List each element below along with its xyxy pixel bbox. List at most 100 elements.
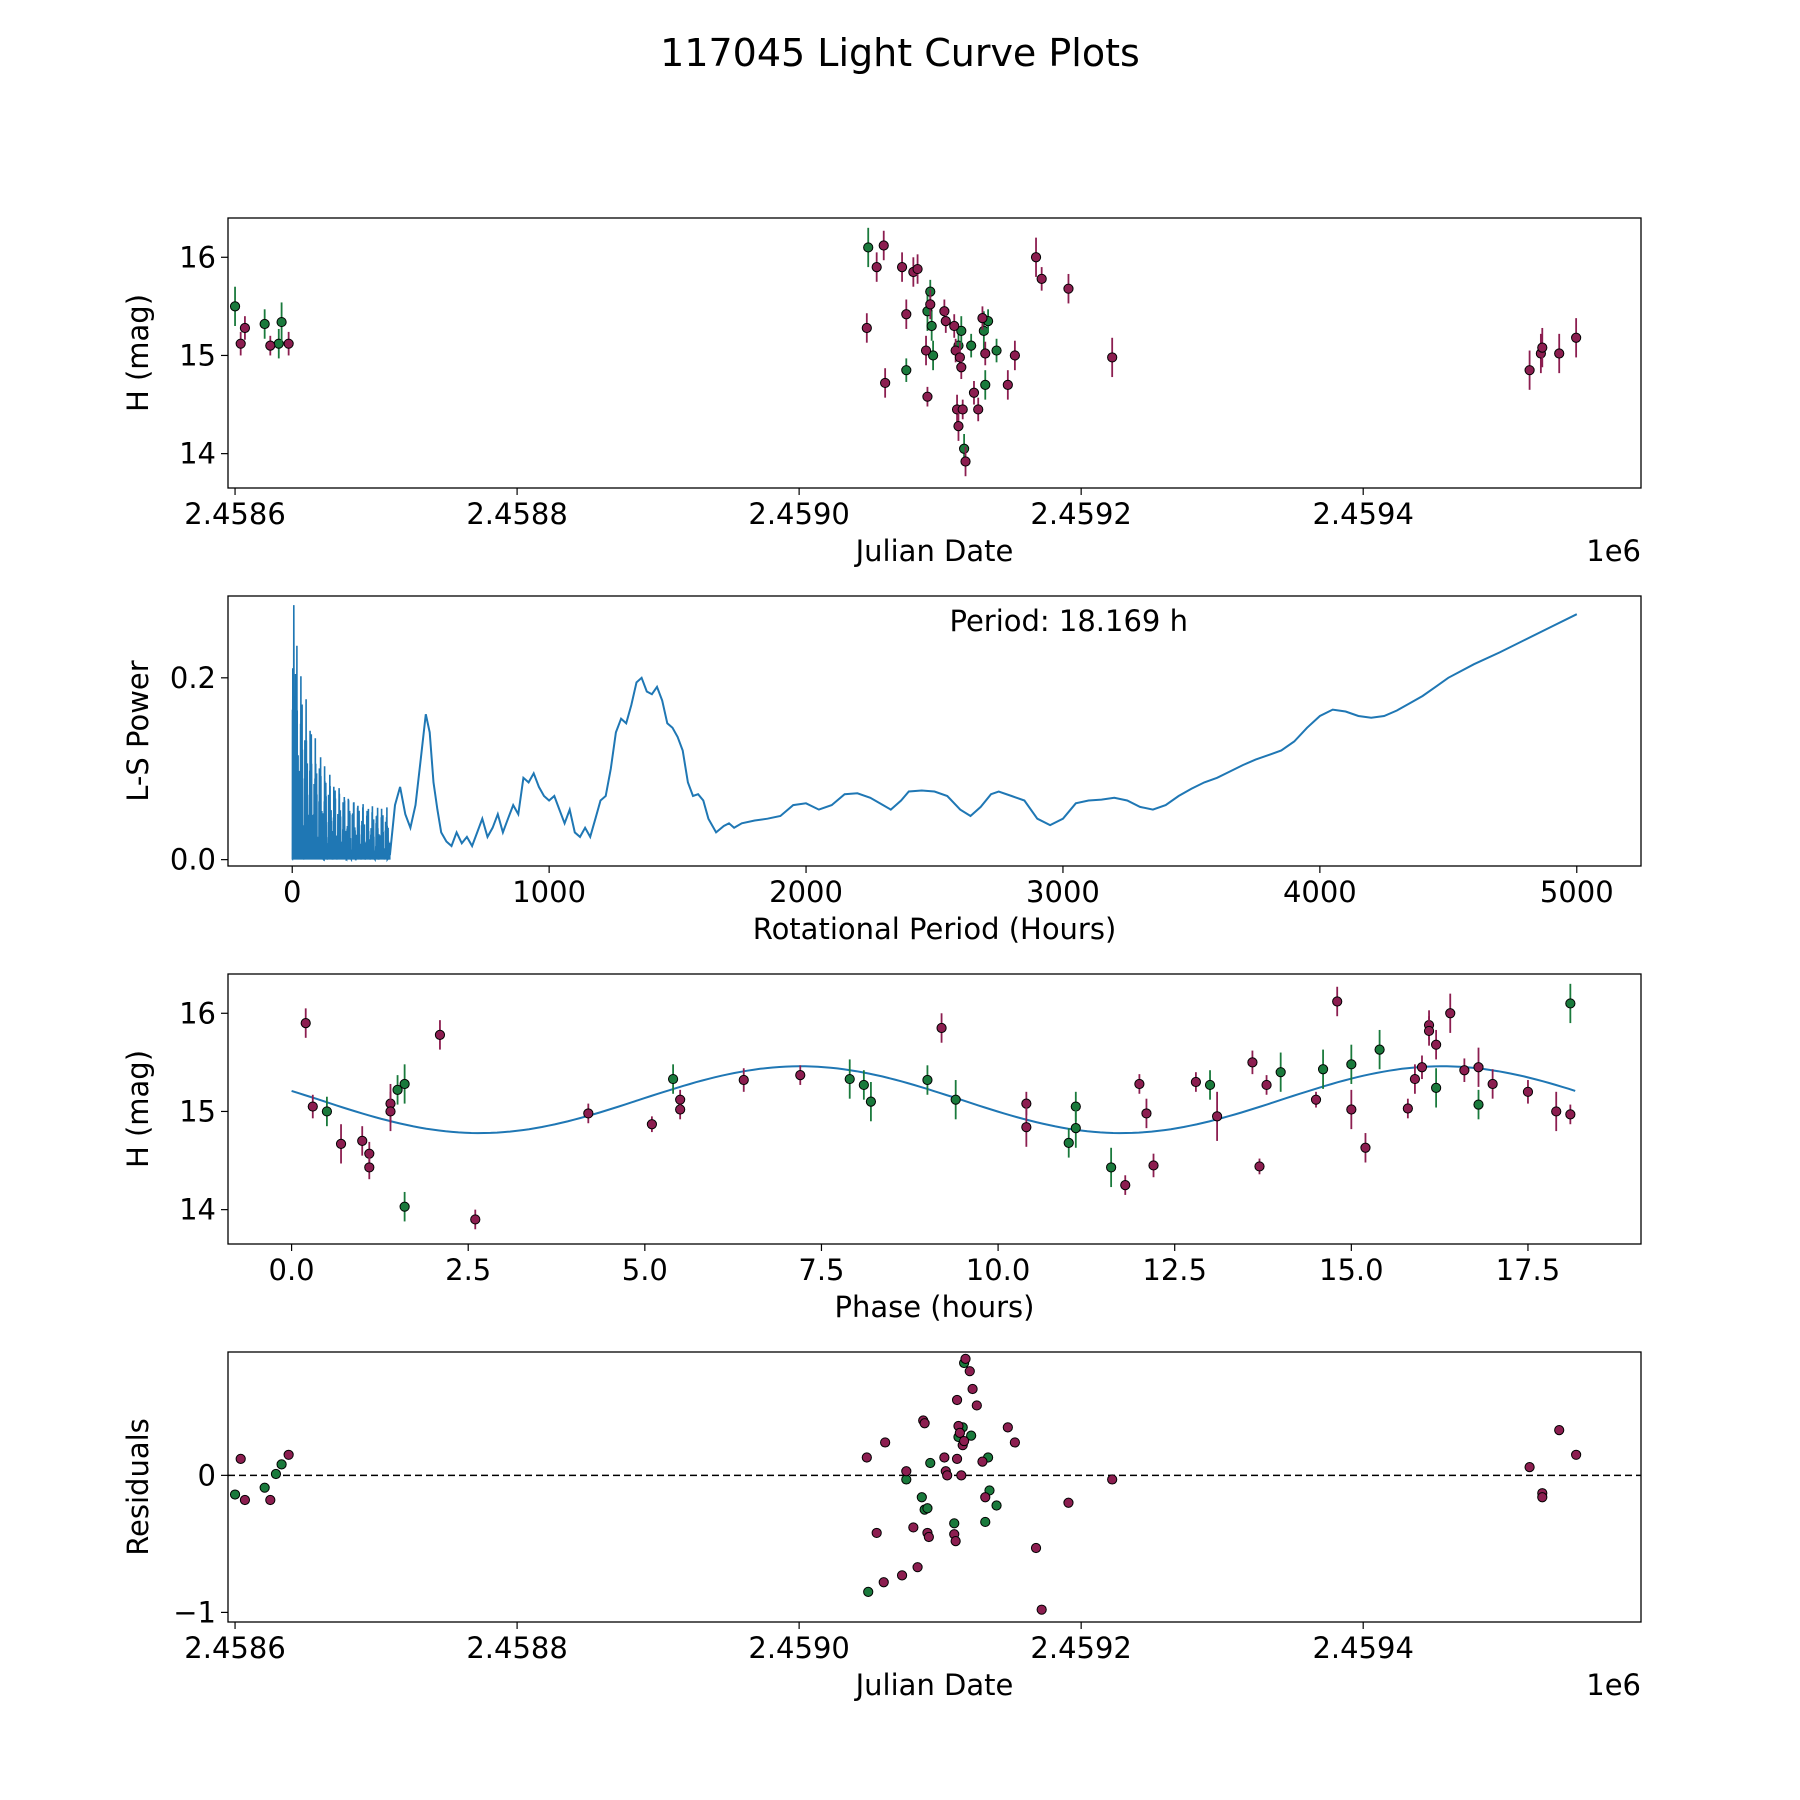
data-point-g <box>863 1586 874 1597</box>
data-point-r <box>960 456 971 467</box>
axes-frame <box>227 1351 1642 1623</box>
y-tick-label: 16 <box>179 240 216 274</box>
data-point-r <box>861 1452 872 1463</box>
data-point-r <box>1212 1111 1223 1122</box>
data-point-r <box>1554 1425 1565 1436</box>
data-point-r <box>235 1453 246 1465</box>
data-point-r <box>357 1135 368 1147</box>
data-point-r <box>954 352 965 363</box>
axes-frame <box>227 595 1642 867</box>
periodogram-line <box>388 613 1578 856</box>
data-point-r <box>923 1531 934 1543</box>
x-tick-label: 2.4590 <box>748 1631 849 1665</box>
x-tick-label: 7.5 <box>798 1253 844 1287</box>
data-point-g <box>399 1201 410 1212</box>
data-point-r <box>1148 1160 1159 1171</box>
data-point-r <box>1551 1106 1562 1117</box>
data-point-r <box>1487 1078 1498 1090</box>
data-point-r <box>335 1138 347 1149</box>
data-point-r <box>1473 1062 1484 1073</box>
data-point-r <box>470 1214 481 1225</box>
x-tick-label: 2.4586 <box>184 497 285 531</box>
plot-area <box>291 605 1578 863</box>
data-point-g <box>927 350 939 361</box>
data-point-r <box>871 1527 882 1539</box>
data-point-r <box>1141 1108 1152 1119</box>
data-point-r <box>1522 1086 1534 1097</box>
data-point-r <box>920 345 932 356</box>
figure-title: 117045 Light Curve Plots <box>660 31 1140 75</box>
data-point-r <box>1431 1039 1442 1050</box>
data-point-g <box>1431 1082 1442 1093</box>
x-tick-label: 2000 <box>769 875 843 909</box>
x-offset-label: 1e6 <box>1586 1668 1641 1702</box>
data-point-g <box>858 1079 869 1091</box>
data-point-r <box>1009 350 1020 361</box>
x-tick-label: 17.5 <box>1496 1253 1561 1287</box>
data-point-g <box>916 1492 927 1503</box>
data-point-r <box>1021 1098 1032 1109</box>
phased-panel: 0.0 2.5 5.0 7.5 10.0 12.5 15.0 17.5 14 15 16 Phase … <box>121 973 1642 1324</box>
data-point-r <box>1261 1079 1272 1091</box>
data-point-r <box>300 1017 311 1029</box>
data-point-r <box>1423 1025 1435 1037</box>
data-point-r <box>1346 1104 1357 1115</box>
data-point-r <box>265 1494 276 1506</box>
data-point-r <box>1036 1604 1047 1615</box>
data-point-g <box>259 1482 270 1493</box>
data-point-r <box>307 1101 318 1112</box>
y-tick-label: 0.0 <box>170 843 216 877</box>
data-point-r <box>953 421 964 432</box>
data-point-r <box>434 1029 446 1040</box>
data-point-g <box>949 1518 960 1529</box>
data-point-r <box>925 299 936 310</box>
data-point-r <box>1524 365 1535 376</box>
data-point-r <box>1030 252 1042 263</box>
data-point-r <box>939 306 950 317</box>
data-point-r <box>878 240 889 251</box>
data-point-g <box>1204 1079 1216 1091</box>
data-point-r <box>956 1470 967 1481</box>
lightcurve-panel: 2.4586 2.4588 2.4590 2.4592 2.4594 14 15 16 Juli… <box>121 217 1642 568</box>
y-tick-label: 14 <box>179 1193 216 1227</box>
data-point-r <box>880 377 891 389</box>
y-tick-label: 16 <box>179 996 216 1030</box>
data-point-r <box>908 1522 919 1533</box>
data-point-r <box>1247 1057 1258 1068</box>
data-point-g <box>863 242 874 253</box>
x-tick-label: 2.4592 <box>1030 497 1131 531</box>
data-point-r <box>951 1453 963 1465</box>
y-axis-label: H (mag) <box>121 294 155 412</box>
x-tick-label: 2.4586 <box>184 1631 285 1665</box>
data-point-r <box>1036 273 1047 284</box>
data-point-r <box>675 1094 686 1105</box>
data-point-r <box>1416 1062 1428 1073</box>
data-point-g <box>229 301 241 312</box>
data-point-r <box>235 338 246 349</box>
data-point-r <box>912 1562 923 1573</box>
data-point-r <box>1030 1542 1042 1554</box>
data-point-r <box>1063 283 1074 294</box>
data-point-r <box>1134 1078 1145 1090</box>
data-point-g <box>1374 1044 1385 1055</box>
data-point-g <box>270 1468 282 1480</box>
data-point-g <box>259 318 270 330</box>
data-point-g <box>392 1084 403 1095</box>
data-point-g <box>667 1073 679 1085</box>
x-tick-label: 2.4594 <box>1312 497 1413 531</box>
data-point-r <box>1537 1492 1548 1503</box>
data-point-r <box>950 1536 961 1547</box>
data-point-g <box>925 1457 936 1469</box>
data-point-r <box>283 1449 294 1460</box>
data-point-r <box>960 1353 971 1364</box>
data-point-r <box>1459 1065 1470 1076</box>
data-point-r <box>1002 379 1013 391</box>
x-tick-label: 4000 <box>1283 875 1357 909</box>
data-point-g <box>991 345 1002 356</box>
data-point-r <box>1021 1122 1032 1133</box>
data-point-g <box>926 320 937 332</box>
data-point-r <box>922 391 933 402</box>
x-tick-label: 15.0 <box>1319 1253 1384 1287</box>
data-point-r <box>646 1119 658 1130</box>
period-annotation: Period: 18.169 h <box>949 604 1188 638</box>
